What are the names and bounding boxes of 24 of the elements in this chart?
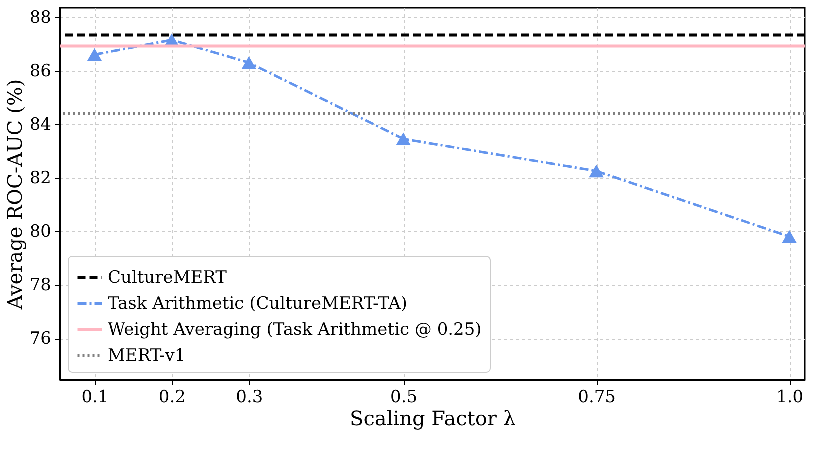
legend-label: Weight Averaging (Task Arithmetic @ 0.25)	[108, 320, 482, 340]
x-tick-label: 1.0	[776, 388, 804, 408]
point	[782, 230, 797, 244]
point	[396, 132, 411, 146]
y-tick-label: 84	[30, 114, 52, 135]
x-tick-label: 0.75	[578, 388, 616, 408]
y-tick-label: 76	[30, 329, 52, 350]
y-tick-label: 82	[30, 168, 52, 188]
point	[589, 164, 604, 178]
legend-label: CultureMERT	[108, 268, 228, 288]
x-axis-title: Scaling Factor λ	[350, 406, 516, 430]
y-tick-label: 80	[30, 222, 52, 242]
legend-label: MERT-v1	[108, 346, 186, 366]
legend-label: Task Arithmetic (CultureMERT-TA)	[108, 294, 408, 314]
y-tick-label: 78	[30, 275, 52, 296]
x-tick-label: 0.1	[82, 388, 109, 408]
y-tick-label: 86	[30, 61, 52, 82]
point	[242, 56, 257, 70]
x-tick-label: 0.3	[236, 388, 264, 408]
point	[87, 48, 102, 62]
x-tick-label: 0.2	[158, 388, 186, 408]
y-tick-label: 88	[30, 8, 52, 28]
x-tick-label: 0.5	[390, 388, 418, 408]
y-axis-title: Average ROC-AUC (%)	[2, 79, 27, 311]
